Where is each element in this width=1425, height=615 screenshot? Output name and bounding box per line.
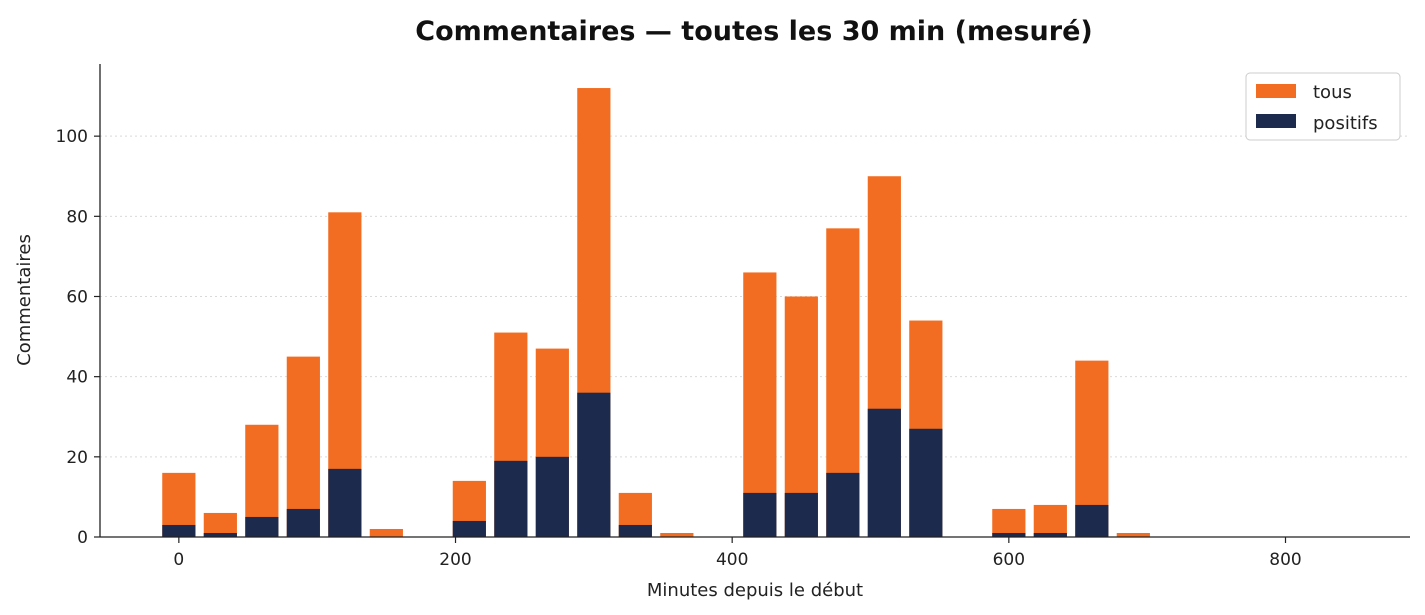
y-tick-label: 100 [56, 127, 88, 147]
bar-tous [660, 532, 694, 537]
x-tick-label: 800 [1269, 550, 1301, 570]
legend-label-tous: tous [1313, 82, 1352, 103]
y-tick-label: 0 [77, 528, 88, 548]
series-tous-bars [162, 88, 1150, 538]
x-tick-label: 0 [173, 550, 184, 570]
legend-swatch-tous [1256, 84, 1296, 98]
y-tick-label: 80 [66, 207, 88, 227]
x-ticks: 0 200 400 600 800 [173, 537, 1302, 570]
bar-positifs [203, 532, 237, 537]
bar-positifs [743, 492, 777, 537]
legend: tous positifs [1245, 72, 1401, 141]
y-tick-label: 60 [66, 287, 88, 307]
bar-positifs [535, 456, 569, 537]
bar-positifs [452, 520, 486, 537]
legend-label-positifs: positifs [1313, 113, 1378, 134]
bar-positifs [826, 472, 860, 537]
bar-positifs [577, 392, 611, 537]
y-tick-label: 20 [66, 448, 88, 468]
y-ticks: 0 20 40 60 80 100 [56, 127, 100, 548]
bar-positifs [286, 508, 320, 537]
series-positifs-bars [162, 392, 1109, 537]
y-tick-label: 40 [66, 368, 88, 388]
x-tick-label: 200 [439, 550, 471, 570]
bar-positifs [992, 532, 1026, 537]
bar-tous [369, 528, 403, 537]
bar-positifs [245, 516, 279, 537]
chart-title: Commentaires — toutes les 30 min (mesuré… [415, 16, 1092, 47]
bar-tous [992, 508, 1026, 537]
axes [99, 64, 1410, 538]
x-tick-label: 600 [993, 550, 1025, 570]
legend-swatch-positifs [1256, 114, 1296, 128]
bar-positifs [618, 524, 652, 537]
bar-positifs [784, 492, 818, 537]
bar-tous [1033, 504, 1067, 537]
bar-positifs [162, 524, 196, 537]
bar-positifs [494, 460, 528, 537]
x-tick-label: 400 [716, 550, 748, 570]
y-axis-label: Commentaires [14, 234, 35, 366]
bar-positifs [867, 408, 901, 537]
bar-tous [1116, 532, 1150, 537]
bar-positifs [1033, 532, 1067, 537]
bar-positifs [909, 428, 943, 537]
bar-positifs [1075, 504, 1109, 537]
bar-positifs [328, 468, 362, 537]
x-axis-label: Minutes depuis le début [647, 580, 863, 601]
bar-tous [286, 356, 320, 537]
